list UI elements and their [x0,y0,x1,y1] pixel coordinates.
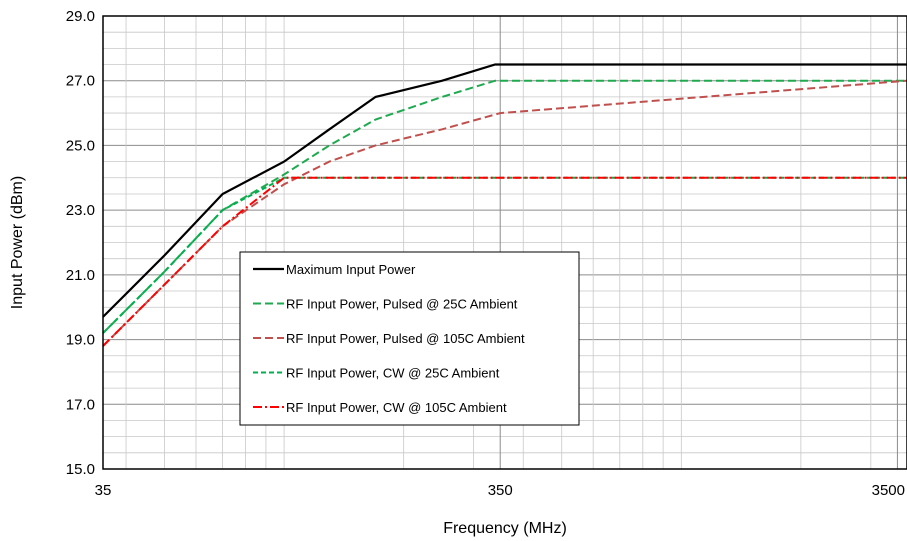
legend-label: RF Input Power, Pulsed @ 25C Ambient [286,297,518,312]
legend-label: RF Input Power, CW @ 25C Ambient [286,366,500,381]
legend-label: RF Input Power, CW @ 105C Ambient [286,400,507,415]
legend-label: RF Input Power, Pulsed @ 105C Ambient [286,331,525,346]
y-tick-label: 29.0 [66,8,95,25]
y-axis-title: Input Power (dBm) [9,176,26,309]
y-tick-label: 25.0 [66,137,95,154]
y-tick-label: 21.0 [66,267,95,284]
y-tick-label: 23.0 [66,202,95,219]
series-line-1 [102,63,907,318]
x-tick-label: 3500 [872,482,905,499]
x-tick-label: 35 [95,482,112,499]
tick-labels: 15.0 17.0 19.0 21.0 23.0 25.0 27.0 29.0 35 350 350… [66,8,905,499]
y-tick-label: 15.0 [66,461,95,478]
x-tick-label: 350 [488,482,513,499]
series-lines [102,63,907,347]
y-tick-label: 17.0 [66,396,95,413]
legend-label: Maximum Input Power [286,262,416,277]
y-tick-label: 19.0 [66,332,95,349]
legend-box [239,251,580,426]
y-tick-label: 27.0 [66,73,95,90]
x-axis-title: Frequency (MHz) [443,520,567,537]
legend: Maximum Input Power RF Input Power, Pulse… [239,251,580,426]
series-line-5 [102,176,907,347]
plot-frame [102,15,907,470]
